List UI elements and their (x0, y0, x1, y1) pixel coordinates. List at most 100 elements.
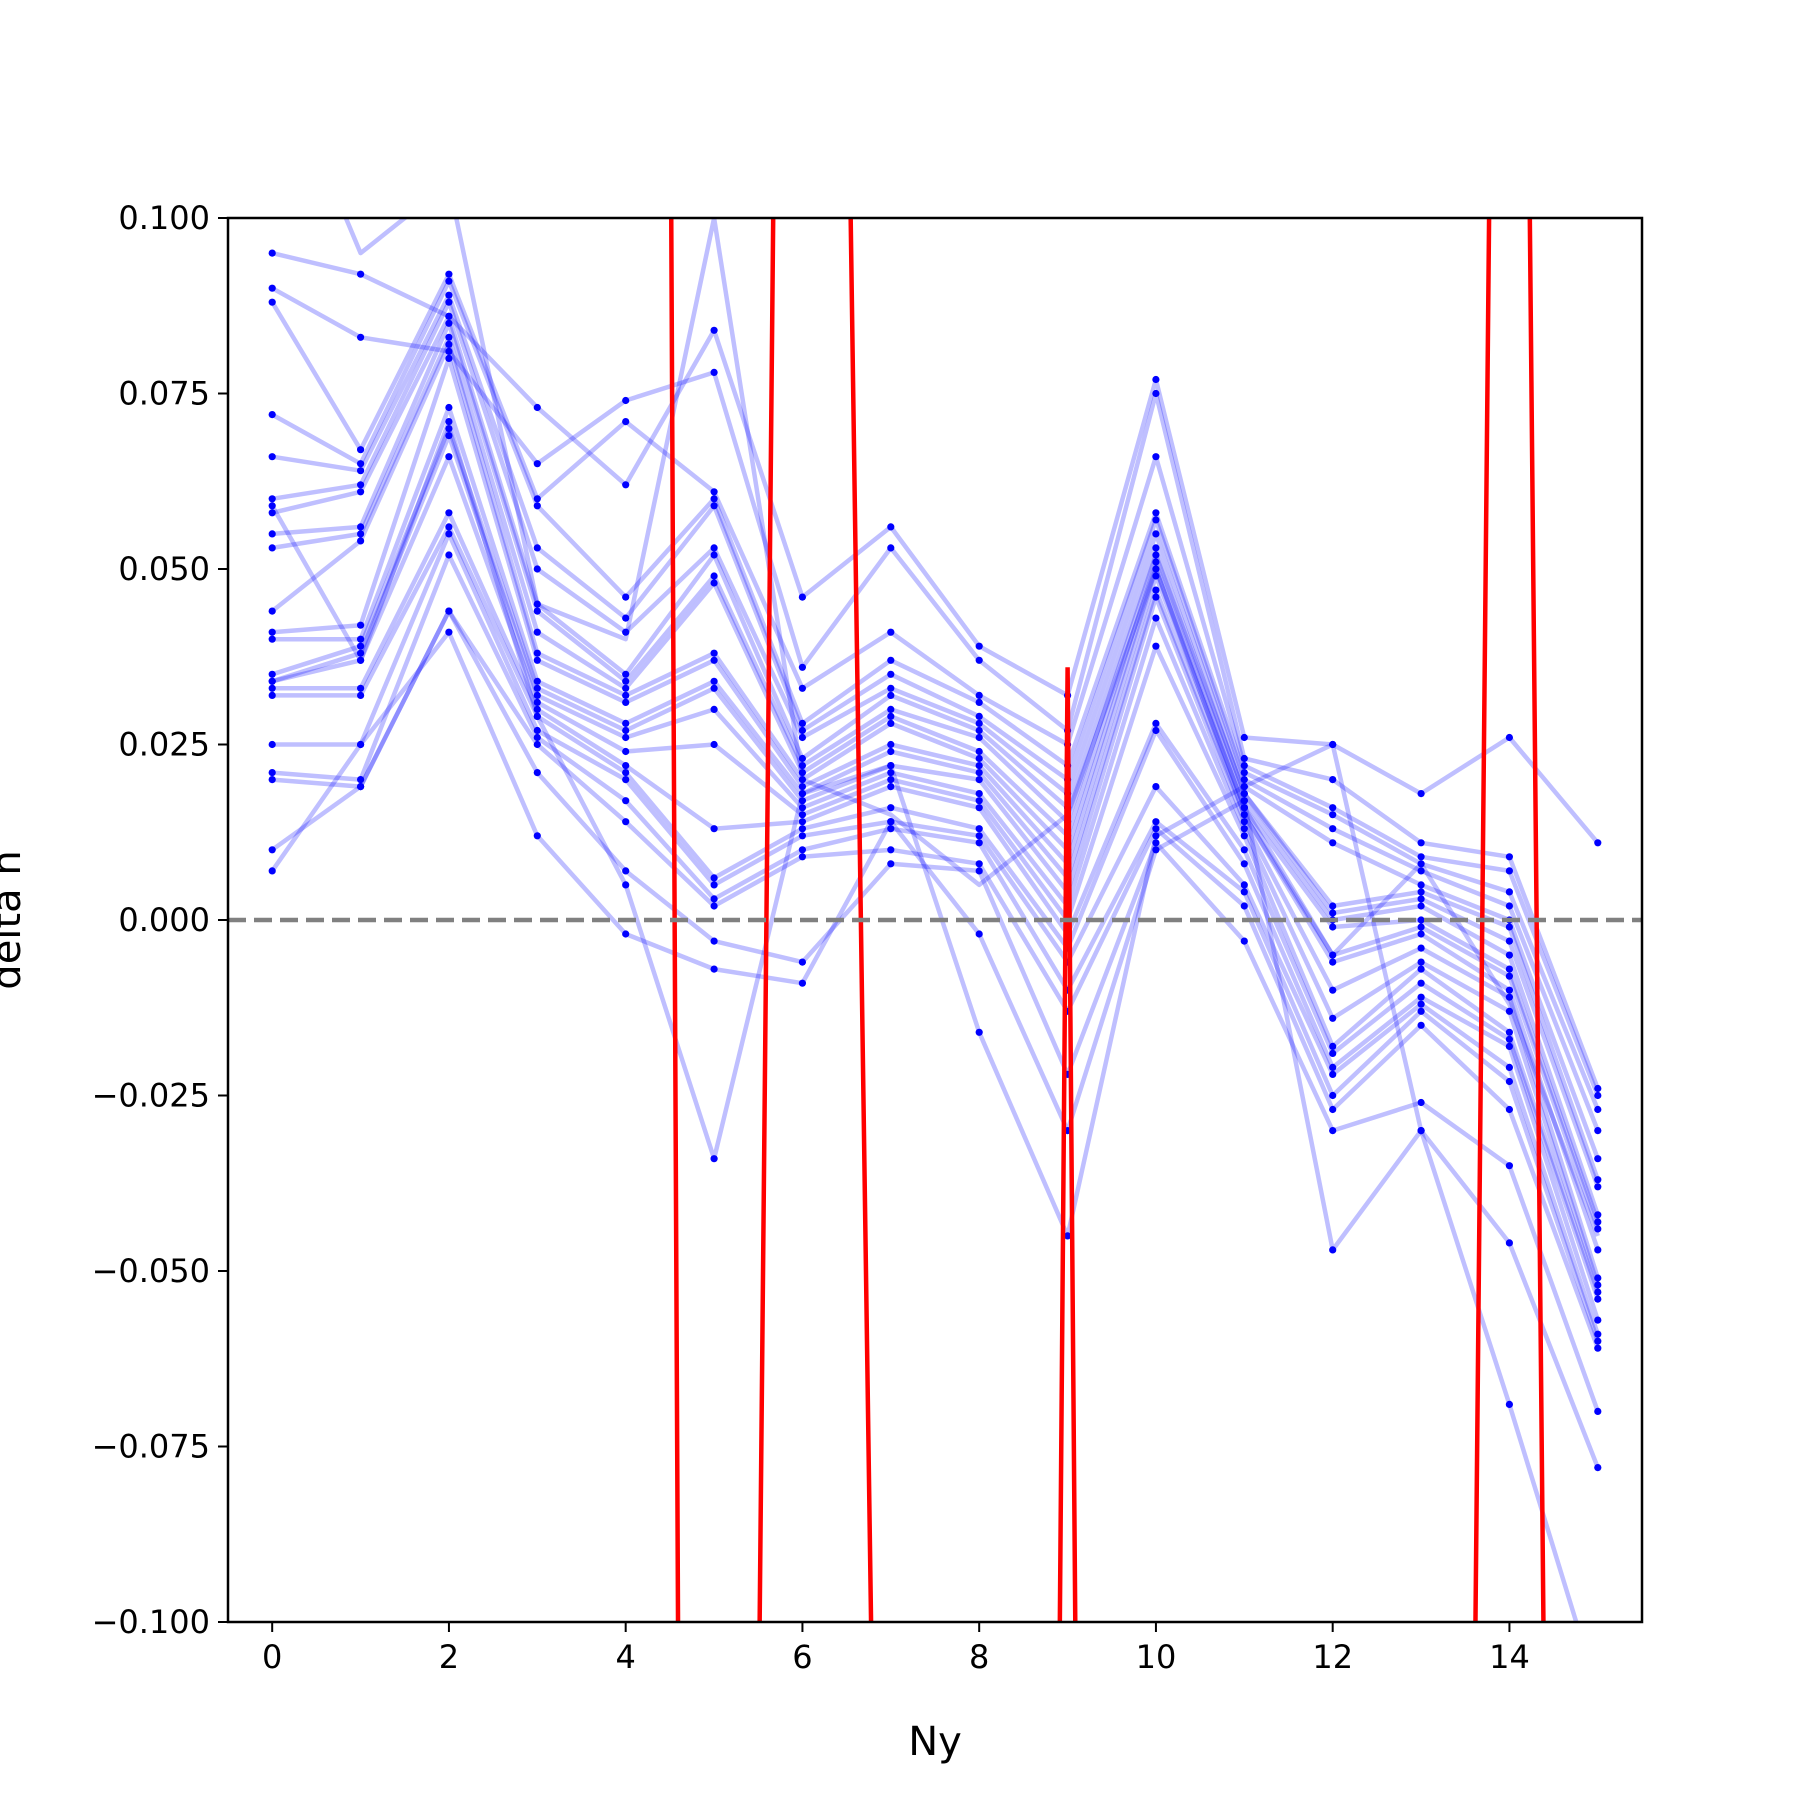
series-point-5-12 (1329, 839, 1337, 847)
series-point-1-10 (1152, 389, 1160, 398)
series-point-10-5 (710, 656, 718, 664)
series-line-9 (270, 342, 1600, 1223)
series-point-20-3 (533, 769, 541, 777)
series-point-21-10 (1152, 846, 1160, 854)
series-point-18-7 (887, 825, 895, 833)
series-point-14-13 (1417, 965, 1425, 973)
series-point-18-13 (1417, 1007, 1425, 1015)
series-point-16-2 (445, 523, 453, 531)
series-point-0-5 (710, 326, 718, 334)
series-line-5 (271, 299, 1600, 1160)
series-point-0-14 (1505, 733, 1513, 742)
series-line-11 (272, 405, 1600, 1251)
series-point-8-7 (887, 712, 895, 721)
series-point-9-8 (975, 754, 983, 763)
y-tick-label-7: −0.075 (92, 1428, 210, 1466)
series-point-0-11 (1240, 733, 1248, 742)
series-point-8-15 (1594, 1211, 1602, 1219)
series-point-16-10 (1152, 726, 1160, 735)
series-point-13-4 (622, 733, 630, 742)
series-line-7 (272, 321, 1600, 1188)
series-point-19-5 (710, 902, 718, 910)
series-point-8-0 (268, 544, 276, 552)
series-point-3-2 (445, 277, 453, 285)
series-point-19-14 (1505, 1105, 1513, 1114)
series-line-21 (270, 629, 1600, 1469)
series-point-21-6 (798, 979, 807, 987)
series-point-22-2 (445, 418, 453, 426)
series-point-10-3 (533, 656, 541, 664)
series-point-0-10 (1152, 375, 1160, 384)
series-point-18-4 (622, 797, 630, 805)
series-line-17 (272, 531, 1600, 1335)
x-axis: 0 2 4 6 8 10 12 14 (262, 1622, 1530, 1676)
series-point-19-3 (533, 740, 541, 749)
series-point-22-8 (975, 1028, 983, 1036)
series-point-0-1 (357, 270, 365, 278)
series-point-10-14 (1505, 972, 1513, 980)
series-point-5-0 (268, 495, 276, 503)
series-point-20-5 (710, 937, 718, 945)
series-point-15-4 (622, 762, 630, 770)
series-point-16-12 (1329, 1063, 1337, 1071)
series-point-2-1 (357, 446, 365, 454)
series-point-14-3 (533, 698, 541, 707)
series-point-4-10 (1152, 516, 1160, 524)
series-point-7-12 (1329, 909, 1337, 917)
series-point-3-0 (268, 411, 276, 419)
series-point-3-3 (533, 502, 541, 510)
series-point-17-14 (1505, 1063, 1513, 1071)
series-point-1-12 (1329, 776, 1337, 784)
series-point-20-6 (798, 958, 807, 966)
series-point-11-7 (887, 747, 895, 756)
series-point-19-0 (268, 776, 276, 784)
series-point-21-12 (1329, 1246, 1337, 1254)
series-point-10-12 (1329, 951, 1337, 959)
series-point-1-5 (710, 368, 718, 376)
series-point-2-0 (268, 298, 276, 306)
series-point-14-5 (710, 740, 718, 749)
series-point-21-3 (533, 832, 541, 840)
series-line-20 (270, 608, 1600, 1413)
y-tick-label-3: 0.025 (118, 726, 210, 764)
series-point-6-0 (268, 509, 276, 517)
series-point-8-4 (622, 684, 630, 692)
series-point-19-11 (1240, 902, 1248, 910)
series-point-4-13 (1417, 867, 1425, 875)
x-tick-label-6: 6 (792, 1638, 812, 1676)
series-point-1-11 (1240, 754, 1248, 763)
series-point-14-11 (1240, 832, 1248, 840)
series-point-15-12 (1329, 1049, 1337, 1057)
series-layer (268, 218, 1602, 1622)
series-point-7-14 (1505, 937, 1513, 945)
series-point-4-15 (1594, 1127, 1602, 1135)
series-point-14-6 (798, 811, 807, 819)
y-tick-label-2: 0.050 (118, 550, 210, 588)
series-point-6-14 (1505, 923, 1513, 931)
series-point-9-14 (1505, 965, 1513, 973)
series-point-18-12 (1329, 1091, 1337, 1100)
series-point-12-3 (533, 684, 541, 692)
series-point-14-7 (887, 776, 895, 784)
series-point-0-4 (622, 481, 630, 489)
y-tick-label-8: −0.100 (92, 1603, 210, 1641)
series-point-0-3 (533, 403, 541, 412)
series-point-6-10 (1152, 544, 1160, 552)
series-point-22-9 (1064, 1232, 1072, 1240)
series-point-1-3 (533, 460, 541, 468)
series-line-4 (271, 292, 1600, 1132)
series-point-7-3 (533, 607, 541, 615)
series-point-11-14 (1505, 986, 1513, 994)
series-point-16-6 (798, 825, 807, 833)
series-point-19-13 (1417, 1021, 1425, 1029)
series-point-2-7 (887, 628, 895, 636)
series-point-22-3 (533, 712, 541, 721)
series-point-7-10 (1152, 551, 1160, 559)
series-point-12-6 (798, 797, 807, 805)
series-point-15-5 (710, 825, 718, 833)
series-point-8-1 (357, 530, 365, 538)
series-point-6-12 (1329, 902, 1337, 910)
y-tick-label-0: 0.100 (118, 199, 210, 237)
series-point-8-14 (1505, 951, 1513, 959)
series-point-15-11 (1240, 846, 1248, 854)
